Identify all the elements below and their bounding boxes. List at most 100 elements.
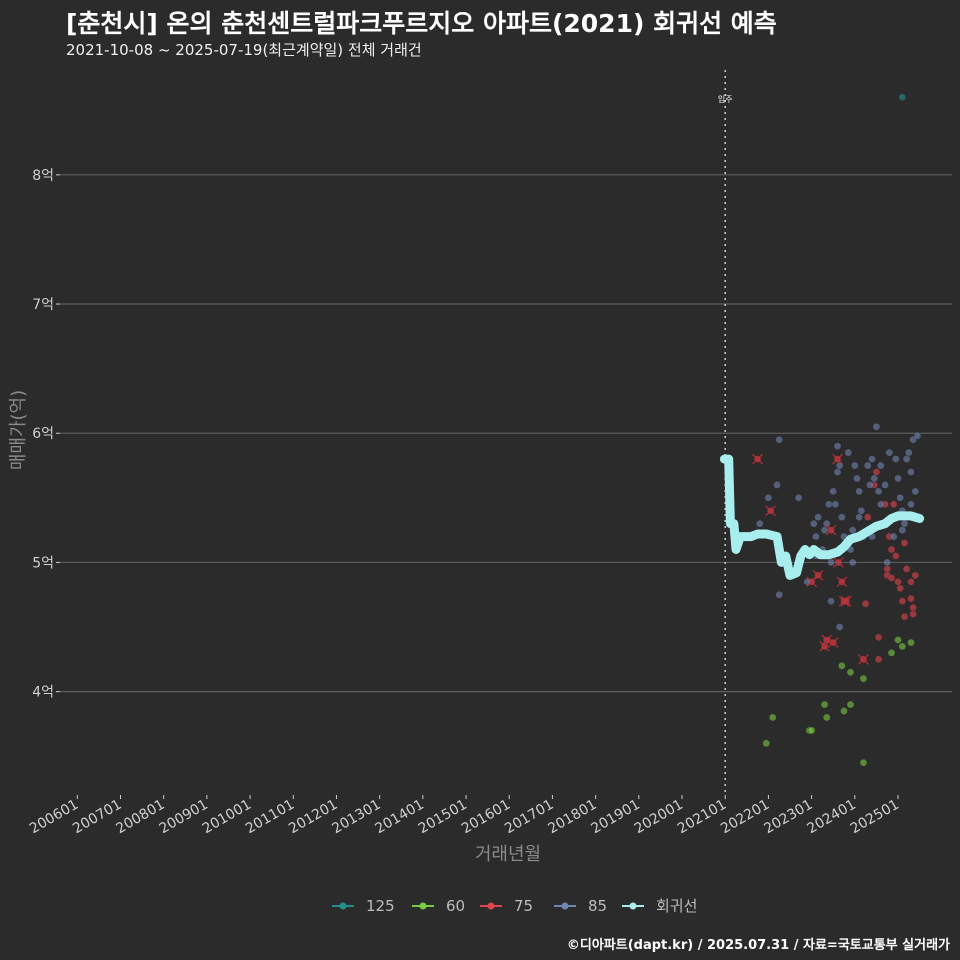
point-75 xyxy=(861,599,870,608)
cross-marker-75 xyxy=(827,637,839,649)
point-75 xyxy=(891,552,900,560)
point-85 xyxy=(913,431,922,440)
chart-subtitle: 2021-10-08 ~ 2025-07-19(최근계약일) 전체 거래건 xyxy=(66,41,422,59)
point-60 xyxy=(887,648,896,657)
point-75 xyxy=(863,513,872,522)
cross-marker-75 xyxy=(819,640,831,652)
point-85 xyxy=(876,461,885,470)
point-85 xyxy=(855,487,864,496)
point-85 xyxy=(837,513,846,522)
x-tick-label: 202201 xyxy=(718,797,772,838)
point-85 xyxy=(833,442,842,451)
point-85 xyxy=(902,455,911,463)
x-tick-label: 201301 xyxy=(329,797,383,838)
point-75 xyxy=(898,597,907,606)
point-60 xyxy=(907,638,915,647)
point-85 xyxy=(835,623,844,631)
move-in-label: 입주 xyxy=(718,95,733,104)
point-75 xyxy=(900,539,909,547)
legend-dot-회귀선 xyxy=(629,902,637,910)
x-tick-label: 201601 xyxy=(459,797,513,838)
point-85 xyxy=(891,455,900,463)
point-85 xyxy=(898,526,907,535)
point-60 xyxy=(807,726,816,735)
point-60 xyxy=(859,674,868,683)
point-85 xyxy=(863,461,872,470)
chart-title: [춘천시] 온의 춘천센트럴파크푸르지오 아파트(2021) 회귀선 예측 xyxy=(66,9,777,38)
point-85 xyxy=(907,468,915,476)
x-tick-label: 201801 xyxy=(545,797,599,838)
cross-marker-75 xyxy=(840,595,852,607)
point-75 xyxy=(902,564,911,573)
legend-dot-85 xyxy=(561,902,569,910)
point-85 xyxy=(894,474,902,483)
point-85 xyxy=(831,500,840,509)
point-75 xyxy=(911,571,920,580)
point-85 xyxy=(876,500,885,509)
point-85 xyxy=(822,519,831,528)
x-tick-label: 201501 xyxy=(416,797,470,838)
point-75 xyxy=(887,545,896,554)
point-85 xyxy=(866,481,874,489)
gridlines xyxy=(60,174,952,693)
point-60 xyxy=(898,642,907,651)
point-85 xyxy=(814,513,822,522)
point-85 xyxy=(855,513,864,522)
cross-marker-75 xyxy=(752,453,764,465)
point-60 xyxy=(822,713,831,722)
legend-dot-75 xyxy=(487,902,495,910)
scatter-points xyxy=(747,93,922,767)
point-75 xyxy=(874,633,883,642)
point-85 xyxy=(755,519,764,528)
point-85 xyxy=(874,487,883,496)
point-85 xyxy=(853,474,861,483)
regression-line xyxy=(719,454,925,580)
legend-dot-125 xyxy=(339,902,347,910)
x-tick-label: 201101 xyxy=(243,797,297,838)
point-85 xyxy=(824,500,833,509)
point-60 xyxy=(820,700,829,709)
point-85 xyxy=(809,519,818,528)
point-85 xyxy=(885,448,894,457)
point-85 xyxy=(827,597,835,606)
x-tick-label: 202501 xyxy=(848,797,902,838)
cross-marker-75 xyxy=(765,505,777,517)
point-85 xyxy=(844,448,853,457)
point-75 xyxy=(872,468,881,476)
point-85 xyxy=(848,526,857,535)
point-85 xyxy=(904,448,913,457)
x-tick-label: 202001 xyxy=(632,797,686,838)
y-axis: 4억 5억 6억 7억 8억 xyxy=(32,168,60,701)
point-85 xyxy=(872,422,881,431)
x-tick-label: 201901 xyxy=(589,797,643,838)
point-75 xyxy=(889,500,898,509)
point-125 xyxy=(898,93,907,102)
point-85 xyxy=(827,558,835,567)
point-75 xyxy=(900,612,909,621)
point-85 xyxy=(775,435,784,444)
point-60 xyxy=(837,661,846,670)
annotation-layer: 입주 xyxy=(718,70,733,795)
x-tick-label: 200701 xyxy=(70,797,124,838)
y-tick-label: 4억 xyxy=(32,685,54,701)
point-75 xyxy=(874,655,883,664)
point-60 xyxy=(859,758,868,767)
point-60 xyxy=(894,636,902,644)
point-85 xyxy=(812,532,820,541)
point-75 xyxy=(883,564,892,573)
y-tick-label: 7억 xyxy=(32,297,54,313)
point-75 xyxy=(907,577,915,586)
y-tick-label: 8억 xyxy=(32,168,54,184)
point-75 xyxy=(909,610,918,619)
legend: 125 60 75 85 회귀선 xyxy=(332,897,697,915)
x-tick-label: 201401 xyxy=(373,797,427,838)
point-75 xyxy=(887,574,896,582)
point-85 xyxy=(775,590,784,599)
point-60 xyxy=(840,707,848,715)
point-60 xyxy=(768,713,777,722)
cross-marker-75 xyxy=(857,653,869,665)
point-85 xyxy=(883,558,892,567)
cross-marker-75 xyxy=(821,634,833,646)
point-60 xyxy=(846,700,855,709)
